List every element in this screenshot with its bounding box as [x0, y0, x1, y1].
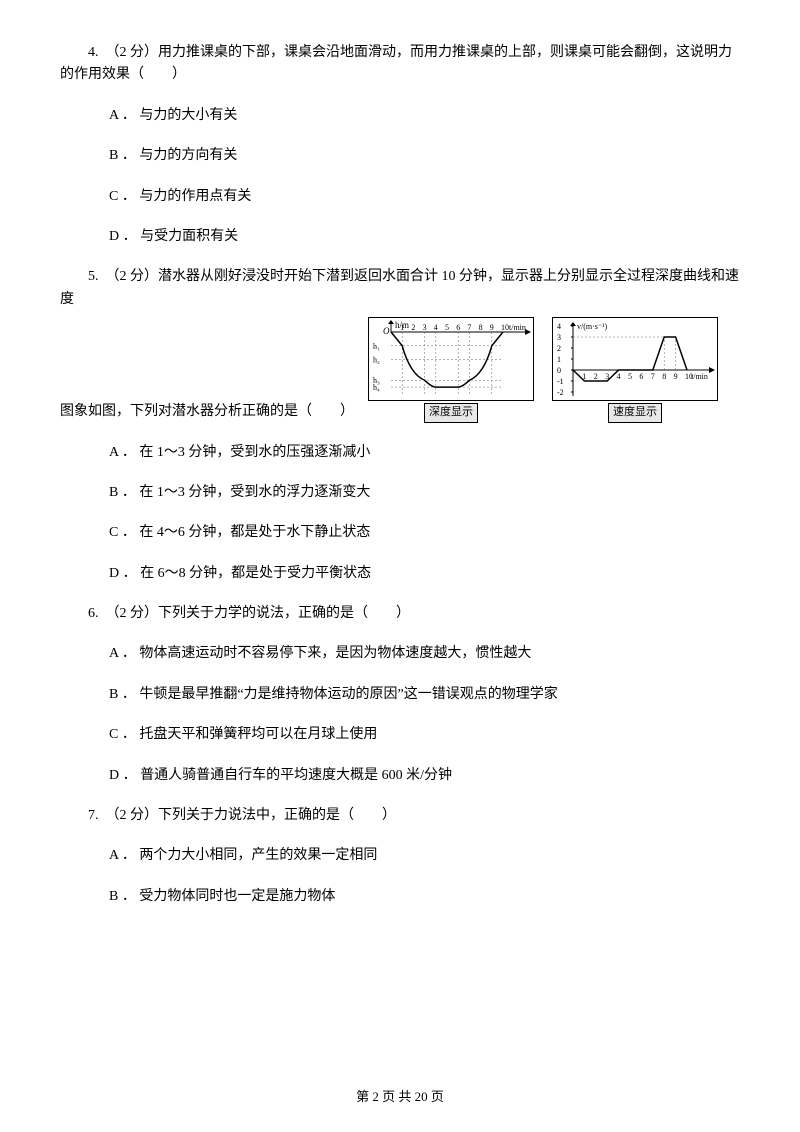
- svg-text:3: 3: [423, 323, 427, 332]
- q5-option-d: D ． 在 6～8 分钟，都是处于受力平衡状态: [60, 563, 740, 585]
- svg-text:v/(m·s⁻¹): v/(m·s⁻¹): [577, 322, 608, 331]
- depth-chart-wrap: h/mO12345678910t/minh₁h₂h₃h₄ 深度显示: [368, 317, 534, 423]
- svg-text:h₂: h₂: [373, 356, 380, 365]
- svg-text:7: 7: [651, 372, 655, 381]
- svg-text:-1: -1: [557, 377, 564, 386]
- q6-option-a: A ． 物体高速运动时不容易停下来，是因为物体速度越大，惯性越大: [60, 643, 740, 665]
- svg-text:t/min: t/min: [509, 323, 526, 332]
- svg-text:4: 4: [557, 322, 561, 331]
- svg-text:9: 9: [674, 372, 678, 381]
- q4-option-b: B ． 与力的方向有关: [60, 145, 740, 167]
- svg-text:4: 4: [617, 372, 621, 381]
- svg-text:6: 6: [639, 372, 643, 381]
- svg-text:5: 5: [445, 323, 449, 332]
- svg-text:t/min: t/min: [691, 372, 708, 381]
- svg-text:5: 5: [628, 372, 632, 381]
- q5-option-a: A ． 在 1～3 分钟，受到水的压强逐渐减小: [60, 442, 740, 464]
- q5-stem-line1: 5. （2 分）潜水器从刚好浸没时开始下潜到返回水面合计 10 分钟，显示器上分…: [60, 266, 740, 311]
- velocity-chart-wrap: v/(m·s⁻¹)-2-10123412345678910t/min 速度显示: [552, 317, 718, 423]
- velocity-chart-caption: 速度显示: [608, 403, 662, 423]
- q5-stem-line2-row: 图象如图，下列对潜水器分析正确的是（ ） h/mO12345678910t/mi…: [60, 317, 740, 423]
- q6-option-c: C ． 托盘天平和弹簧秤均可以在月球上使用: [60, 724, 740, 746]
- q4-option-d: D ． 与受力面积有关: [60, 226, 740, 248]
- depth-chart: h/mO12345678910t/minh₁h₂h₃h₄: [368, 317, 534, 401]
- q5-option-c: C ． 在 4～6 分钟，都是处于水下静止状态: [60, 522, 740, 544]
- svg-text:10: 10: [501, 323, 509, 332]
- svg-text:2: 2: [557, 344, 561, 353]
- q6-option-d: D ． 普通人骑普通自行车的平均速度大概是 600 米/分钟: [60, 765, 740, 787]
- svg-text:3: 3: [557, 333, 561, 342]
- svg-text:h₄: h₄: [373, 383, 380, 392]
- q6-option-b: B ． 牛顿是最早推翻“力是维持物体运动的原因”这一错误观点的物理学家: [60, 684, 740, 706]
- svg-text:O: O: [383, 326, 390, 336]
- svg-text:-2: -2: [557, 388, 564, 397]
- svg-text:1: 1: [557, 355, 561, 364]
- svg-text:2: 2: [411, 323, 415, 332]
- q5-option-b: B ． 在 1～3 分钟，受到水的浮力逐渐变大: [60, 482, 740, 504]
- depth-chart-caption: 深度显示: [424, 403, 478, 423]
- svg-text:8: 8: [479, 323, 483, 332]
- q4-option-a: A ． 与力的大小有关: [60, 105, 740, 127]
- velocity-chart: v/(m·s⁻¹)-2-10123412345678910t/min: [552, 317, 718, 401]
- svg-text:h₁: h₁: [373, 342, 380, 351]
- q5-block: 5. （2 分）潜水器从刚好浸没时开始下潜到返回水面合计 10 分钟，显示器上分…: [60, 266, 740, 423]
- svg-text:0: 0: [557, 366, 561, 375]
- svg-text:6: 6: [456, 323, 460, 332]
- q7-option-b: B ． 受力物体同时也一定是施力物体: [60, 886, 740, 908]
- svg-text:9: 9: [490, 323, 494, 332]
- svg-text:7: 7: [467, 323, 471, 332]
- q5-stem-line2: 图象如图，下列对潜水器分析正确的是（ ）: [60, 401, 354, 423]
- svg-text:1: 1: [400, 323, 404, 332]
- q4-option-c: C ． 与力的作用点有关: [60, 186, 740, 208]
- svg-text:2: 2: [594, 372, 598, 381]
- q6-stem: 6. （2 分）下列关于力学的说法，正确的是（ ）: [60, 603, 740, 625]
- q5-charts: h/mO12345678910t/minh₁h₂h₃h₄ 深度显示 v/(m·s…: [368, 317, 718, 423]
- q4-stem: 4. （2 分）用力推课桌的下部，课桌会沿地面滑动，而用力推课桌的上部，则课桌可…: [60, 42, 740, 87]
- q7-stem: 7. （2 分）下列关于力说法中，正确的是（ ）: [60, 805, 740, 827]
- page-footer: 第 2 页 共 20 页: [0, 1087, 800, 1108]
- q7-option-a: A ． 两个力大小相同，产生的效果一定相同: [60, 845, 740, 867]
- svg-text:4: 4: [434, 323, 438, 332]
- svg-text:8: 8: [662, 372, 666, 381]
